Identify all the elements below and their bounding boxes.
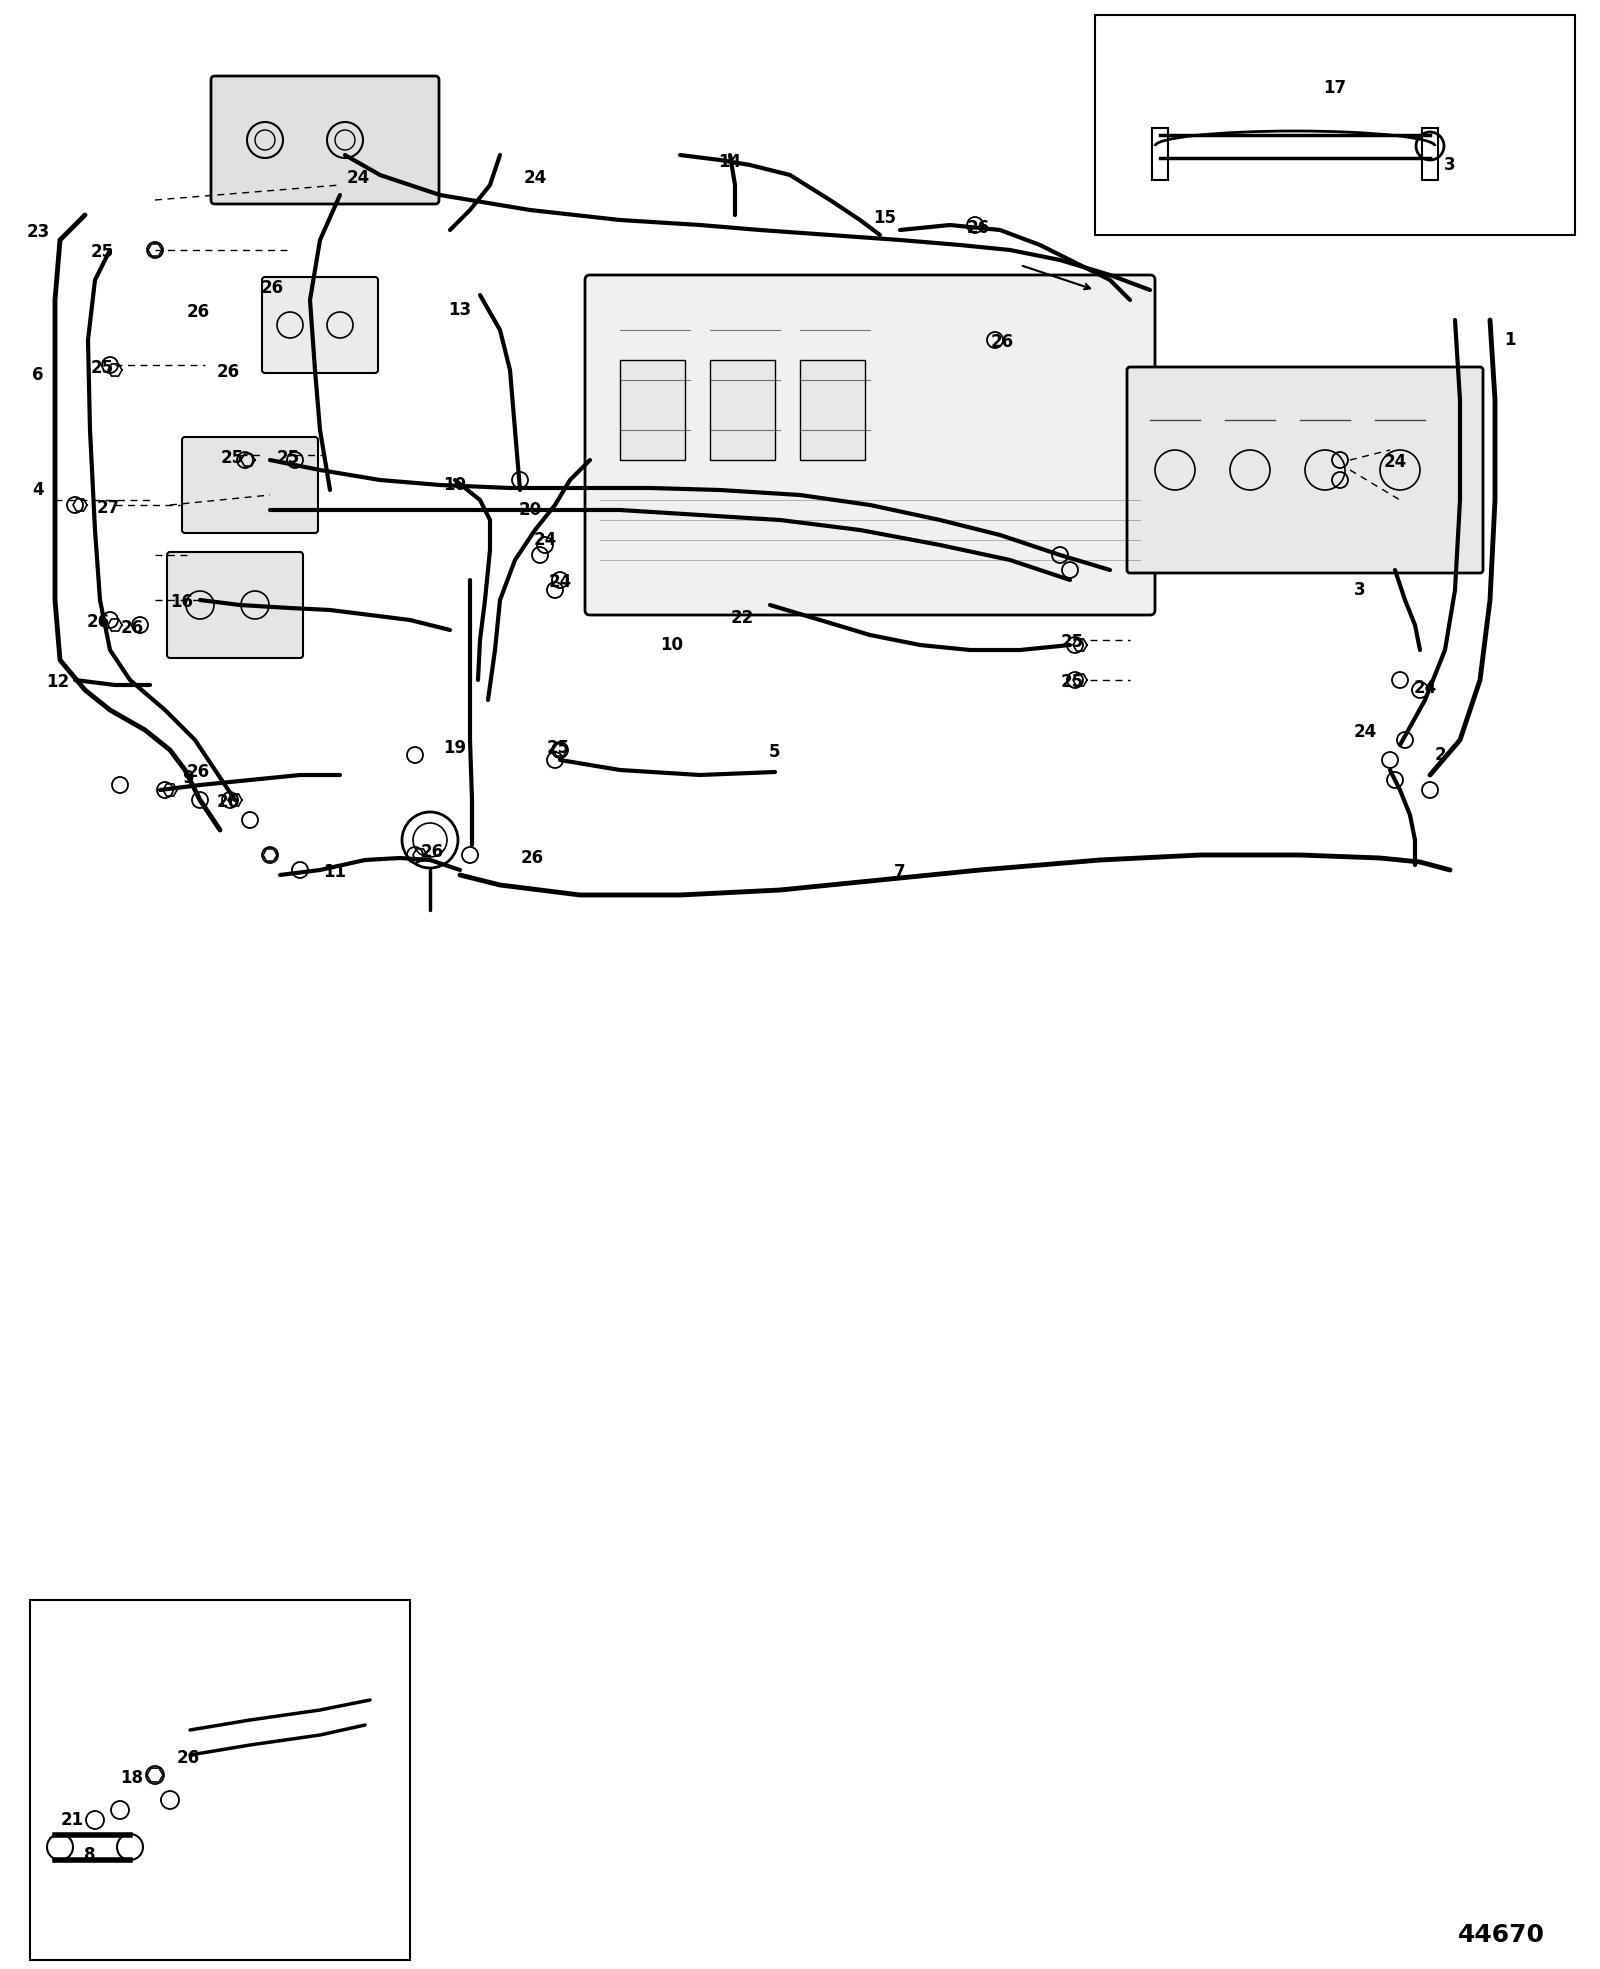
FancyBboxPatch shape xyxy=(1126,366,1483,573)
FancyBboxPatch shape xyxy=(30,1601,410,1959)
Text: 25: 25 xyxy=(221,449,243,467)
Text: 25: 25 xyxy=(91,242,114,262)
FancyBboxPatch shape xyxy=(182,437,318,534)
Text: 24: 24 xyxy=(1413,679,1437,697)
Text: 19: 19 xyxy=(443,738,467,756)
Text: 15: 15 xyxy=(874,209,896,226)
Bar xyxy=(1152,128,1168,179)
Text: 26: 26 xyxy=(176,1748,200,1766)
Text: 12: 12 xyxy=(46,673,69,691)
Text: 25: 25 xyxy=(1061,632,1083,652)
FancyBboxPatch shape xyxy=(586,276,1155,614)
Text: 25: 25 xyxy=(547,738,570,756)
Text: 26: 26 xyxy=(990,333,1013,350)
FancyBboxPatch shape xyxy=(211,77,438,205)
Text: 13: 13 xyxy=(448,301,472,319)
Bar xyxy=(621,360,685,461)
Text: 2: 2 xyxy=(1434,746,1446,764)
Text: 1: 1 xyxy=(1504,331,1515,349)
Text: 10: 10 xyxy=(661,636,683,654)
Text: 6: 6 xyxy=(32,366,43,384)
Bar xyxy=(1422,128,1438,179)
Text: 9: 9 xyxy=(182,770,194,788)
Text: 26: 26 xyxy=(261,280,283,297)
Text: 26: 26 xyxy=(86,612,109,630)
Text: 3: 3 xyxy=(1445,156,1456,173)
Text: 10: 10 xyxy=(443,476,467,494)
Text: 5: 5 xyxy=(770,742,781,760)
FancyBboxPatch shape xyxy=(166,551,302,658)
Bar xyxy=(800,360,866,461)
FancyBboxPatch shape xyxy=(1094,16,1574,234)
Text: 17: 17 xyxy=(1323,79,1347,96)
Text: 44670: 44670 xyxy=(1458,1924,1546,1947)
Text: 24: 24 xyxy=(1384,453,1406,471)
Text: 3: 3 xyxy=(1354,581,1366,599)
Text: 26: 26 xyxy=(187,303,210,321)
Text: 21: 21 xyxy=(61,1811,83,1829)
Text: 24: 24 xyxy=(533,532,557,549)
Text: 7: 7 xyxy=(894,862,906,880)
Text: 8: 8 xyxy=(85,1847,96,1865)
Text: 26: 26 xyxy=(966,219,989,236)
Text: 26: 26 xyxy=(120,618,144,638)
Text: 26: 26 xyxy=(216,362,240,380)
Text: 26: 26 xyxy=(187,764,210,782)
Text: 27: 27 xyxy=(96,498,120,518)
Text: 24: 24 xyxy=(523,169,547,187)
Text: 25: 25 xyxy=(277,449,299,467)
Text: 22: 22 xyxy=(730,608,754,626)
Text: 26: 26 xyxy=(520,849,544,866)
Text: 11: 11 xyxy=(323,862,347,880)
Text: 16: 16 xyxy=(171,593,194,610)
Text: 20: 20 xyxy=(518,500,541,520)
Text: 4: 4 xyxy=(32,480,43,498)
Text: 25: 25 xyxy=(91,358,114,376)
Text: 26: 26 xyxy=(421,843,443,860)
Text: 18: 18 xyxy=(120,1768,144,1788)
Bar xyxy=(710,360,774,461)
Text: 14: 14 xyxy=(718,154,741,171)
Text: 23: 23 xyxy=(26,222,50,240)
Text: 24: 24 xyxy=(549,573,571,591)
Text: 24: 24 xyxy=(346,169,370,187)
Text: 26: 26 xyxy=(216,794,240,811)
Text: 24: 24 xyxy=(1354,723,1376,740)
FancyBboxPatch shape xyxy=(262,278,378,372)
Text: 25: 25 xyxy=(1061,673,1083,691)
